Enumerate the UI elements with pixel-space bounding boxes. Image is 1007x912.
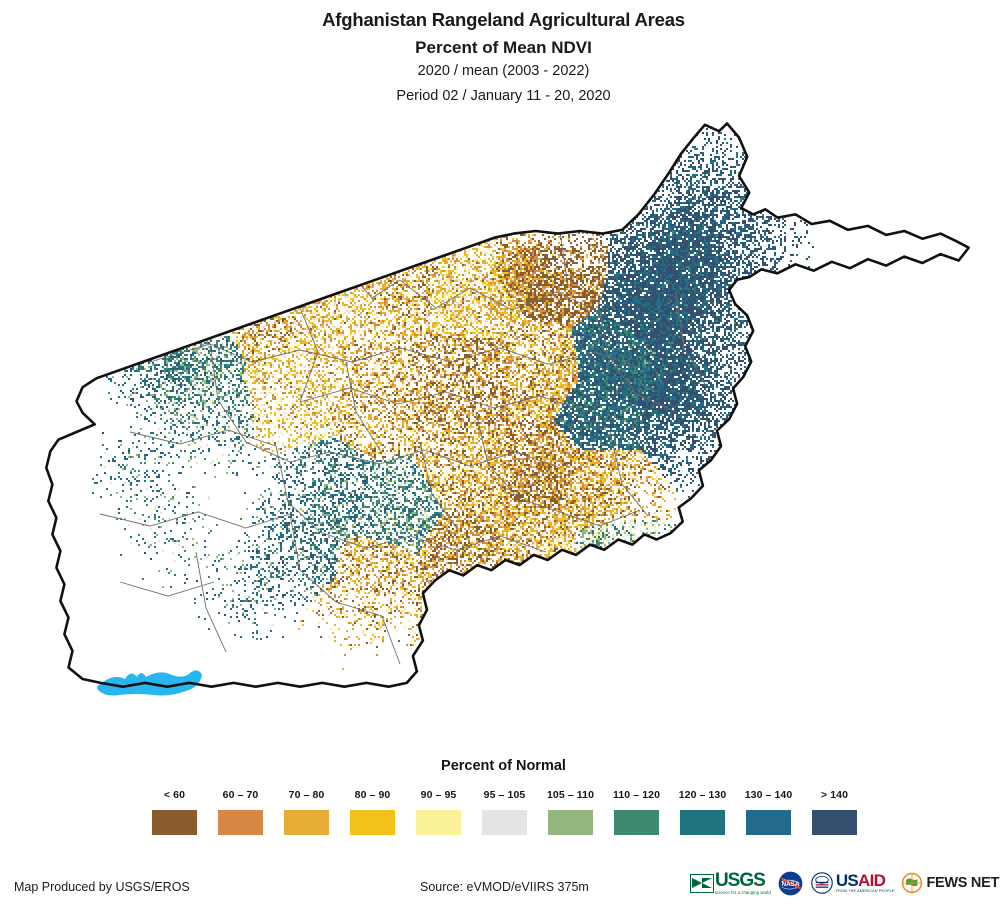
map-panel[interactable] [0,112,1007,752]
legend-item-swatch [416,810,461,835]
legend-title: Percent of Normal [441,758,566,774]
legend-item-label: > 140 [820,789,849,801]
province-boundary [195,551,227,653]
legend-item: 80 – 90 [350,789,395,835]
legend-item-label: 130 – 140 [744,789,793,801]
usaid-logo-tagline: FROM THE AMERICAN PEOPLE [835,889,895,894]
province-boundary [381,615,401,665]
country-border [45,122,970,688]
province-boundary [609,431,649,517]
legend-item-label: 60 – 70 [222,789,259,801]
legend-item-swatch [746,810,791,835]
nasa-meatball-icon: NASA [778,871,803,895]
legend-item: 130 – 140 [744,789,793,835]
legend-item-label: 105 – 110 [546,789,595,801]
legend-item: 95 – 105 [482,789,527,835]
nasa-logo: NASA [778,870,803,896]
footer-logos: USGS science for a changing world NASA [689,869,999,896]
ndvi-class-cells [92,132,802,638]
usgs-logo-text: USGS [714,869,766,891]
ndvi-raster-layer [92,128,814,670]
legend-item: 105 – 110 [546,789,595,835]
province-boundary [559,509,641,527]
legend-item-swatch [614,810,659,835]
page-title: Afghanistan Rangeland Agricultural Areas [322,9,685,30]
footer: Map Produced by USGS/EROS Source: eVMOD/… [0,866,1007,912]
ndvi-class-cells [104,242,660,626]
legend-item: 70 – 80 [284,789,329,835]
legend-items: < 60 60 – 70 70 – 80 80 – 90 90 – 95 95 – 105… [0,789,1007,835]
province-boundary [119,581,215,597]
legend-item-label: 80 – 90 [354,789,391,801]
usgs-logo-tagline: science for a changing world [714,889,771,895]
fews-logo-text: FEWS NET [926,874,999,891]
legend-item-swatch [284,810,329,835]
legend-item-swatch [680,810,725,835]
legend-item: 90 – 95 [416,789,461,835]
province-boundary [345,361,381,451]
legend-item-label: < 60 [163,789,186,801]
legend-item-label: 70 – 80 [288,789,325,801]
fews-globe-icon [902,872,923,894]
legend-item: 60 – 70 [218,789,263,835]
legend-item-label: 95 – 105 [483,789,526,801]
usgs-logo: USGS science for a changing world [689,869,771,896]
legend-item-label: 90 – 95 [420,789,457,801]
legend-item-label: 120 – 130 [678,789,727,801]
legend-item: 120 – 130 [678,789,727,835]
footer-source: Source: eVMOD/eVIIRS 375m [420,880,589,894]
usgs-mark-icon [689,873,714,893]
province-boundary [409,535,547,553]
province-boundary [129,429,277,447]
legend-item-swatch [152,810,197,835]
usaid-logo-text-aid: AID [858,871,886,891]
legend-item-swatch [482,810,527,835]
province-boundary [209,343,331,463]
province-boundary [419,441,459,531]
legend-item: > 140 [812,789,857,835]
legend-item-swatch [548,810,593,835]
legend-item-label: 110 – 120 [612,789,661,801]
map-subtitle: Percent of Mean NDVI [415,38,592,58]
province-boundary [289,513,383,617]
ndvi-class-cells [232,234,676,670]
usaid-logo-text-us: US [835,871,859,891]
svg-text:NASA: NASA [781,881,799,888]
province-boundary [299,387,589,413]
province-boundary [675,291,707,387]
legend-item-swatch [218,810,263,835]
map-period-line: Period 02 / January 11 - 20, 2020 [396,87,611,104]
title-block: Afghanistan Rangeland Agricultural Areas… [0,0,1007,105]
map-ratio-line: 2020 / mean (2003 - 2022) [417,62,590,79]
afghanistan-map[interactable] [0,112,1007,752]
province-boundary [275,445,411,549]
province-boundary [559,231,569,287]
footer-produced-by: Map Produced by USGS/EROS [14,880,190,894]
usaid-seal-icon [811,872,833,894]
usaid-logo: US AID FROM THE AMERICAN PEOPLE [810,870,895,896]
legend-item-swatch [350,810,395,835]
province-boundary [597,301,677,413]
legend-item: < 60 [152,789,197,835]
fews-logo: FEWS NET [901,870,999,896]
map-legend: Percent of Normal < 60 60 – 70 70 – 80 80 –… [0,758,1007,835]
legend-item-swatch [812,810,857,835]
province-boundary [451,347,641,369]
province-boundary [475,411,561,513]
province-boundary [329,449,561,469]
province-boundary [99,511,291,529]
legend-item: 110 – 120 [612,789,661,835]
country-border-path [45,122,970,688]
province-boundary [435,287,601,313]
